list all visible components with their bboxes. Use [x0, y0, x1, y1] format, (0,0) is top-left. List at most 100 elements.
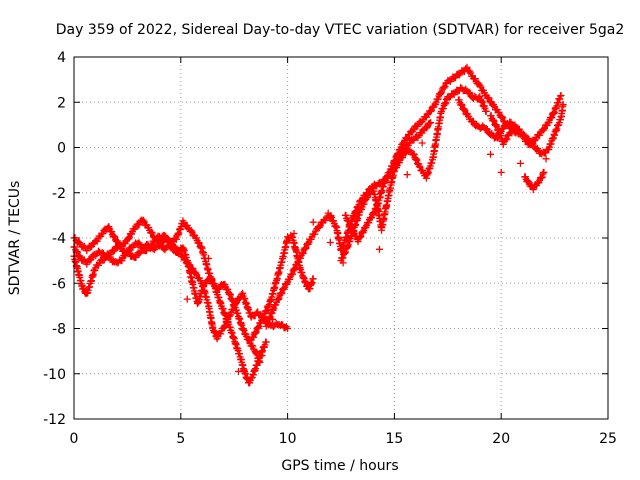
data-point [278, 289, 286, 297]
data-point [466, 89, 474, 97]
data-point [399, 154, 407, 162]
data-point [238, 290, 246, 298]
data-point [135, 220, 143, 228]
data-point [168, 242, 176, 250]
data-point [534, 178, 542, 186]
data-point [485, 94, 493, 102]
data-point [110, 232, 118, 240]
data-point [143, 247, 151, 255]
data-point [457, 100, 465, 108]
data-point [88, 242, 96, 250]
data-point [197, 243, 205, 251]
data-point [364, 193, 372, 201]
y-tick-label: -12 [43, 412, 66, 428]
data-point [460, 105, 468, 113]
data-point [249, 333, 257, 341]
data-point [506, 118, 514, 126]
x-tick-label: 10 [279, 431, 297, 447]
data-point [326, 239, 334, 247]
data-point [125, 235, 133, 243]
data-point [99, 256, 107, 264]
plot-frame [73, 56, 609, 420]
data-point [524, 177, 532, 185]
data-point [195, 239, 203, 247]
data-point [80, 285, 88, 293]
data-point [290, 229, 298, 237]
data-point [215, 285, 223, 293]
data-point [368, 214, 376, 222]
data-point [299, 249, 307, 257]
data-point [497, 168, 505, 176]
data-point [279, 284, 287, 292]
data-point [540, 126, 548, 134]
data-point [489, 116, 497, 124]
data-point [492, 121, 500, 129]
data-point [502, 136, 510, 144]
data-point [111, 233, 119, 241]
data-point [495, 108, 503, 116]
data-point [356, 233, 364, 241]
data-point [75, 239, 83, 247]
data-point [183, 295, 191, 303]
data-point [234, 367, 242, 375]
data-point [547, 114, 555, 122]
y-tick-label: -6 [52, 276, 66, 292]
x-tick-label: 20 [492, 431, 510, 447]
data-point [324, 209, 332, 217]
y-tick-label: 2 [57, 95, 66, 111]
data-point [135, 239, 143, 247]
data-point [405, 131, 413, 139]
data-point [440, 84, 448, 92]
data-point [148, 228, 156, 236]
data-point [557, 91, 565, 99]
data-point [309, 218, 317, 226]
data-point [515, 126, 523, 134]
y-tick-label: 4 [57, 50, 66, 66]
data-point [418, 139, 426, 147]
data-point [498, 113, 506, 121]
data-point [426, 108, 434, 116]
data-point [482, 125, 490, 133]
data-point [167, 241, 175, 249]
data-point [73, 247, 81, 255]
data-point [370, 210, 378, 218]
data-point [463, 63, 471, 71]
data-point [490, 117, 498, 125]
data-point [256, 358, 264, 366]
data-point [110, 247, 118, 255]
data-point [76, 252, 84, 260]
data-point [154, 234, 162, 242]
y-tick-label: -4 [52, 231, 66, 247]
data-point [390, 164, 398, 172]
data-point [403, 171, 411, 179]
data-point [284, 325, 292, 332]
data-point [86, 256, 94, 264]
data-point [392, 163, 400, 171]
data-point [108, 228, 116, 236]
data-point [304, 240, 312, 248]
data-point [339, 259, 347, 267]
data-point [499, 114, 507, 122]
data-point [484, 94, 492, 102]
data-point [445, 94, 453, 102]
data-point [205, 254, 213, 262]
x-axis-label: GPS time / hours [281, 458, 398, 474]
data-point [414, 122, 422, 130]
data-point [252, 328, 260, 336]
data-point [469, 117, 477, 125]
data-point [87, 255, 95, 263]
data-point [427, 119, 435, 127]
data-point [277, 290, 285, 298]
data-point [252, 329, 260, 337]
data-point [187, 227, 195, 235]
data-point [424, 123, 432, 131]
data-point [492, 121, 500, 129]
data-point [311, 230, 319, 238]
data-point [147, 242, 155, 250]
data-point [365, 219, 373, 227]
data-point [503, 135, 511, 143]
data-point [262, 338, 270, 346]
data-point [99, 230, 107, 238]
data-point [526, 141, 534, 149]
